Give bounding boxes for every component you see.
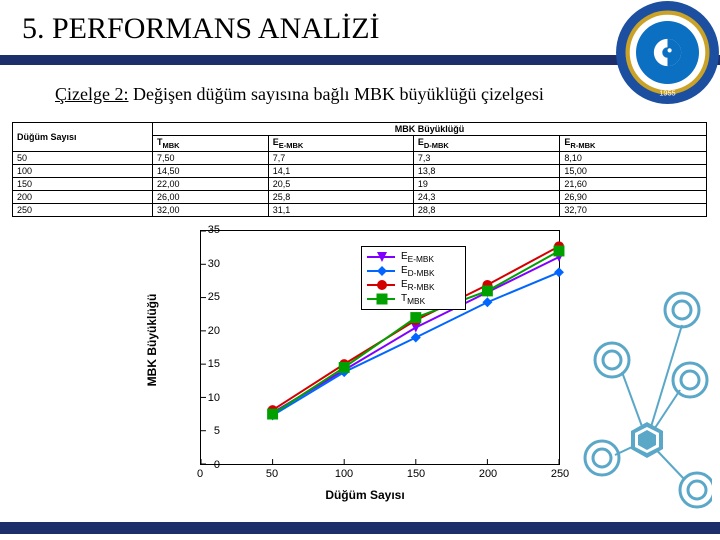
x-axis-label: Düğüm Sayısı <box>145 488 585 502</box>
cell: 32,00 <box>153 203 269 216</box>
cell: 14,50 <box>153 164 269 177</box>
cell: 8,10 <box>560 151 707 164</box>
cell: 19 <box>413 177 560 190</box>
cell: 26,90 <box>560 190 707 203</box>
chart-legend: EE-MBKED-MBKER-MBKTMBK <box>361 246 466 310</box>
cell: 7,50 <box>153 151 269 164</box>
legend-item: ER-MBK <box>367 278 460 292</box>
x-tick: 0 <box>197 468 203 480</box>
cell: 28,8 <box>413 203 560 216</box>
cell: 14,1 <box>268 164 413 177</box>
col-header: ED-MBK <box>413 136 560 152</box>
x-tick: 250 <box>551 468 569 480</box>
col-header: TMBK <box>153 136 269 152</box>
university-logo: 1955 <box>615 0 720 105</box>
y-tick: 30 <box>208 258 220 270</box>
cell: 20,5 <box>268 177 413 190</box>
legend-item: ED-MBK <box>367 264 460 278</box>
y-tick: 5 <box>214 425 220 437</box>
y-tick: 35 <box>208 224 220 236</box>
row-key: 200 <box>13 190 153 203</box>
group-header: MBK Büyüklüğü <box>153 123 707 136</box>
cell: 21,60 <box>560 177 707 190</box>
caption-prefix: Çizelge 2: <box>55 84 128 104</box>
x-tick: 200 <box>479 468 497 480</box>
y-tick: 10 <box>208 392 220 404</box>
row-key: 250 <box>13 203 153 216</box>
y-tick: 25 <box>208 291 220 303</box>
cell: 22,00 <box>153 177 269 190</box>
cell: 7,7 <box>268 151 413 164</box>
decorative-graphic <box>582 290 712 520</box>
row-key: 50 <box>13 151 153 164</box>
row-key: 100 <box>13 164 153 177</box>
col-header: ER-MBK <box>560 136 707 152</box>
cell: 7,3 <box>413 151 560 164</box>
y-tick: 0 <box>214 459 220 471</box>
line-chart: EE-MBKED-MBKER-MBKTMBK MBK Büyüklüğü Düğ… <box>145 220 585 510</box>
footer-bar <box>0 522 720 534</box>
cell: 13,8 <box>413 164 560 177</box>
y-tick: 15 <box>208 358 220 370</box>
cell: 15,00 <box>560 164 707 177</box>
col-header: EE-MBK <box>268 136 413 152</box>
row-key: 150 <box>13 177 153 190</box>
x-tick: 50 <box>266 468 278 480</box>
cell: 31,1 <box>268 203 413 216</box>
cell: 26,00 <box>153 190 269 203</box>
data-table: Düğüm Sayısı MBK Büyüklüğü TMBKEE-MBKED-… <box>12 122 707 217</box>
cell: 32,70 <box>560 203 707 216</box>
logo-year: 1955 <box>659 89 675 98</box>
cell: 25,8 <box>268 190 413 203</box>
slide-title: 5. PERFORMANS ANALİZİ <box>22 12 380 46</box>
x-tick: 100 <box>335 468 353 480</box>
y-tick: 20 <box>208 325 220 337</box>
legend-item: EE-MBK <box>367 250 460 264</box>
cell: 24,3 <box>413 190 560 203</box>
x-tick: 150 <box>407 468 425 480</box>
col1-header: Düğüm Sayısı <box>13 123 153 152</box>
y-axis-label: MBK Büyüklüğü <box>145 294 159 387</box>
caption-rest: Değişen düğüm sayısına bağlı MBK büyüklü… <box>128 84 543 104</box>
table-caption: Çizelge 2: Değişen düğüm sayısına bağlı … <box>55 84 544 105</box>
legend-item: TMBK <box>367 292 460 306</box>
